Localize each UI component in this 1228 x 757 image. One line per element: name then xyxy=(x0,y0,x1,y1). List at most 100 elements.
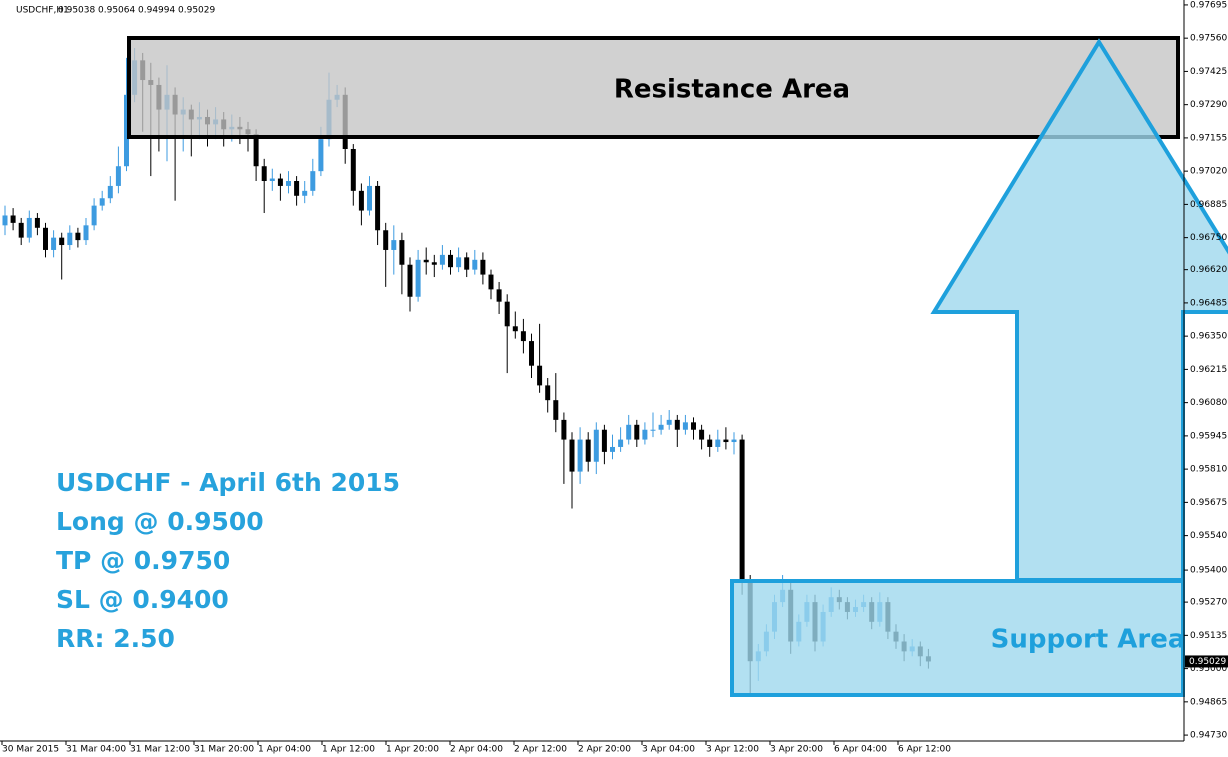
candle-body xyxy=(350,148,356,191)
candle-body xyxy=(682,422,688,430)
candle-body xyxy=(99,198,105,206)
candle-body xyxy=(553,400,559,420)
header-value: 0.95064 xyxy=(98,6,135,16)
resistance-label: Resistance Area xyxy=(614,75,850,105)
y-tick-label: 0.95540 xyxy=(1190,531,1227,541)
candle-body xyxy=(383,230,389,250)
candle-body xyxy=(423,259,429,263)
note-line: RR: 2.50 xyxy=(56,624,175,653)
candle-body xyxy=(650,429,656,431)
candle-body xyxy=(286,181,291,186)
candle-body xyxy=(561,419,567,440)
note-line: USDCHF - April 6th 2015 xyxy=(56,468,400,497)
candle-body xyxy=(67,232,73,246)
candle-body xyxy=(464,257,470,270)
candle-body xyxy=(43,227,48,250)
candle-body xyxy=(310,171,316,191)
x-tick-label: 31 Mar 20:00 xyxy=(194,745,254,755)
candle-body xyxy=(456,257,462,268)
header-value: 0.94994 xyxy=(138,6,175,16)
candle-body xyxy=(375,185,381,231)
x-tick-label: 30 Mar 2015 xyxy=(2,745,59,755)
candle-body xyxy=(537,365,543,386)
candle-body xyxy=(59,237,65,246)
candle-body xyxy=(358,190,364,211)
candle-body xyxy=(642,429,648,440)
candle-body xyxy=(520,331,526,342)
candle-body xyxy=(75,232,81,241)
candle-body xyxy=(253,134,259,167)
candle-body xyxy=(634,424,640,440)
note-line: Long @ 0.9500 xyxy=(56,507,264,536)
candle-body xyxy=(577,439,583,472)
candle-body xyxy=(448,254,453,268)
y-tick-label: 0.95135 xyxy=(1190,631,1227,641)
x-tick-label: 1 Apr 04:00 xyxy=(258,745,311,755)
note-line: TP @ 0.9750 xyxy=(56,546,230,575)
candle-body xyxy=(488,274,494,290)
y-tick-label: 0.94865 xyxy=(1190,697,1227,707)
candle-body xyxy=(480,259,486,275)
y-tick-label: 0.96215 xyxy=(1190,365,1227,375)
x-tick-label: 6 Apr 12:00 xyxy=(898,745,951,755)
y-tick-label: 0.95810 xyxy=(1190,465,1227,475)
y-tick-label: 0.96750 xyxy=(1190,233,1227,243)
candle-body xyxy=(569,439,575,472)
candle-body xyxy=(115,166,121,186)
last-price: 0.95029 xyxy=(1189,657,1226,667)
x-tick-label: 1 Apr 20:00 xyxy=(386,745,439,755)
candle-body xyxy=(26,217,32,238)
candle-body xyxy=(318,139,324,172)
candle-body xyxy=(593,429,599,462)
header-values: 0.95038 0.95064 0.94994 0.95029 xyxy=(58,6,215,16)
symbol: USDCHF,H1 xyxy=(16,6,69,16)
candle-body xyxy=(707,439,713,447)
candle-body xyxy=(261,166,267,182)
candle-body xyxy=(439,254,445,265)
x-tick-label: 2 Apr 20:00 xyxy=(578,745,631,755)
y-tick-label: 0.97020 xyxy=(1190,167,1227,177)
candle-body xyxy=(472,259,478,270)
resistance-box xyxy=(127,36,1180,139)
candle-body xyxy=(124,94,129,167)
candle-body xyxy=(2,215,8,226)
candle-body xyxy=(83,225,89,241)
candle-body xyxy=(691,422,696,430)
header-value: 0.95038 xyxy=(58,6,95,16)
candle-body xyxy=(51,237,57,250)
y-tick-label: 0.96080 xyxy=(1190,398,1227,408)
candle-body xyxy=(585,439,591,462)
candle-body xyxy=(674,419,680,430)
candle-body xyxy=(715,439,721,447)
candle-body xyxy=(699,429,705,440)
y-tick-label: 0.95945 xyxy=(1190,431,1227,441)
x-tick-label: 1 Apr 12:00 xyxy=(322,745,375,755)
support-label: Support Area xyxy=(991,625,1186,655)
x-tick-label: 3 Apr 20:00 xyxy=(770,745,823,755)
candle-body xyxy=(723,439,729,443)
y-tick-label: 0.95270 xyxy=(1190,598,1227,608)
notes: USDCHF - April 6th 2015 Long @ 0.9500 TP @… xyxy=(56,468,400,653)
candle-body xyxy=(415,259,421,297)
last-price-box xyxy=(1185,655,1228,668)
x-tick-label: 31 Mar 12:00 xyxy=(130,745,190,755)
candle-body xyxy=(504,301,510,327)
header-value: 0.95029 xyxy=(178,6,215,16)
candle-body xyxy=(367,185,372,211)
y-tick-label: 0.95400 xyxy=(1190,566,1227,576)
candle-body xyxy=(431,262,437,265)
y-tick-label: 0.96885 xyxy=(1190,200,1227,210)
candle-body xyxy=(658,424,664,430)
candle-body xyxy=(529,341,534,366)
candle-body xyxy=(34,217,40,228)
x-tick-label: 6 Apr 04:00 xyxy=(834,745,887,755)
x-tick-label: 31 Mar 04:00 xyxy=(66,745,126,755)
candle-body xyxy=(626,424,632,440)
candle-body xyxy=(18,222,24,238)
candle-body xyxy=(391,240,397,250)
y-tick-label: 0.96350 xyxy=(1190,332,1227,342)
candle-body xyxy=(302,190,308,196)
y-tick-label: 0.94730 xyxy=(1190,731,1227,741)
support-box xyxy=(730,579,1185,697)
